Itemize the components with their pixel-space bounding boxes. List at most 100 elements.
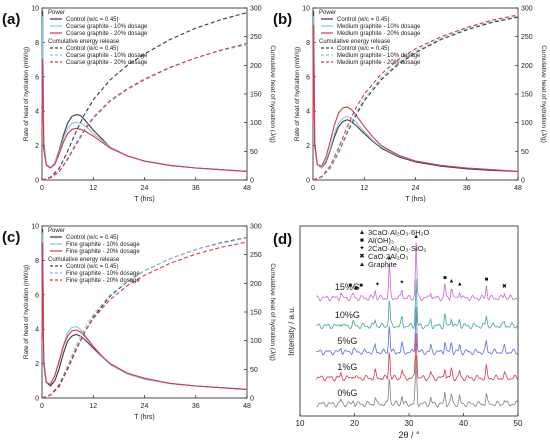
- y2-axis-label: Cumulative heat of hydration (J/g): [269, 45, 276, 143]
- legend-marker: ✦: [359, 244, 365, 252]
- x-tick-label: 0: [40, 403, 44, 410]
- x-tick-label: 24: [141, 185, 149, 192]
- y2-axis-label: Cumulative heat of hydration (J/g): [269, 263, 276, 361]
- y-tick-label: 2: [35, 361, 39, 368]
- y-tick-label: 4: [35, 109, 39, 116]
- y2-axis-label: Cumulative heat of hydration (J/g): [540, 45, 547, 143]
- trace-label: 10%G: [335, 310, 360, 320]
- legend-title: Cumulative energy release: [48, 257, 120, 263]
- x-tick-label: 12: [89, 185, 97, 192]
- trace-label: 15%G: [335, 282, 360, 292]
- x-tick-label: 40: [459, 419, 468, 428]
- y-tick-label: 8: [306, 40, 310, 47]
- legend-entry: Control (w/c = 0.45): [66, 46, 119, 52]
- x-tick-label: 24: [141, 403, 149, 410]
- legend-marker: ✖: [359, 253, 365, 260]
- series-line: [41, 236, 248, 399]
- legend-entry: Coarse graphite - 20% dosage: [66, 31, 148, 37]
- y-tick-label: 4: [35, 327, 39, 334]
- peak-marker: ■: [485, 277, 489, 283]
- xrd-trace: [316, 355, 518, 408]
- y2-tick-label: 0: [250, 178, 254, 185]
- series-line: [312, 24, 519, 172]
- xrd-trace: [316, 279, 518, 330]
- legend-entry: Fine graphite - 20% dosage: [66, 278, 140, 284]
- series-line: [41, 237, 248, 399]
- y-tick-label: 8: [35, 40, 39, 47]
- y2-tick-label: 50: [250, 149, 258, 156]
- legend-entry: Graphite: [368, 260, 397, 269]
- y2-tick-label: 200: [250, 63, 262, 70]
- y2-tick-label: 50: [521, 149, 529, 156]
- x-tick-label: 0: [311, 185, 315, 192]
- legend-title: Cumulative energy release: [48, 39, 120, 45]
- y2-tick-label: 100: [521, 120, 533, 127]
- xrd-trace: [316, 333, 518, 382]
- y-tick-label: 6: [35, 74, 39, 81]
- peak-marker: ▲: [386, 255, 392, 261]
- series-line: [41, 42, 248, 181]
- y2-tick-label: 300: [250, 224, 262, 231]
- peak-marker: ✦: [375, 281, 380, 288]
- y-tick-label: 0: [35, 178, 39, 185]
- panel-label: (d): [273, 231, 292, 248]
- legend-entry: Fine graphite - 10% dosage: [66, 242, 140, 248]
- legend-entry: Control (w/c = 0.45): [66, 264, 119, 270]
- x-tick-label: 20: [350, 419, 359, 428]
- y-axis-label: Rate of heat of hydration (mW/g): [23, 265, 30, 359]
- x-tick-label: 30: [405, 419, 414, 428]
- legend-entry: Al(OH)₃: [368, 236, 394, 245]
- peak-marker: ■: [354, 286, 358, 292]
- x-tick-label: 36: [463, 185, 471, 192]
- x-tick-label: 48: [514, 185, 522, 192]
- legend-marker: ▲: [359, 229, 365, 236]
- legend-entry: Medium graphite - 20% dosage: [337, 60, 421, 66]
- y-tick-label: 0: [35, 396, 39, 403]
- series-line: [41, 242, 248, 390]
- x-tick-label: 48: [243, 185, 251, 192]
- trace-label: 1%G: [337, 362, 357, 372]
- legend-entry: Fine graphite - 10% dosage: [66, 271, 140, 277]
- y-tick-label: 6: [306, 74, 310, 81]
- series-line: [312, 14, 519, 181]
- panel-label: (a): [2, 11, 20, 28]
- x-axis-label: T (hrs): [405, 196, 425, 203]
- legend-marker: ▲: [359, 261, 365, 268]
- legend-entry: Control (w/c = 0.45): [66, 17, 119, 23]
- y-axis-label: Rate of heat of hydration (mW/g): [23, 47, 30, 141]
- peak-marker: ■: [348, 283, 352, 289]
- y2-tick-label: 150: [250, 310, 262, 317]
- series-line: [312, 16, 519, 181]
- x-tick-label: 10: [296, 419, 305, 428]
- y2-tick-label: 150: [521, 92, 533, 99]
- legend-title: Power: [48, 228, 65, 234]
- y2-tick-label: 50: [250, 367, 258, 374]
- panel-label: (c): [2, 229, 20, 246]
- y-tick-label: 2: [35, 143, 39, 150]
- series-line: [312, 15, 519, 181]
- y2-tick-label: 100: [250, 338, 262, 345]
- y-tick-label: 2: [306, 143, 310, 150]
- x-tick-label: 0: [40, 185, 44, 192]
- legend-entry: Medium graphite - 10% dosage: [337, 24, 421, 30]
- trace-label: 5%G: [337, 336, 357, 346]
- y2-tick-label: 0: [250, 396, 254, 403]
- series-line: [41, 241, 248, 399]
- series-line: [41, 59, 248, 172]
- y2-tick-label: 250: [250, 34, 262, 41]
- x-tick-label: 50: [514, 419, 523, 428]
- series-line: [41, 12, 248, 181]
- legend-entry: CaO·2Al₂O₃: [368, 252, 409, 261]
- x-tick-label: 12: [360, 185, 368, 192]
- legend-entry: Medium graphite - 10% dosage: [337, 53, 421, 59]
- legend-entry: Medium graphite - 20% dosage: [337, 31, 421, 37]
- peak-marker: ✖: [502, 283, 507, 290]
- y2-tick-label: 150: [250, 92, 262, 99]
- legend-entry: Control (w/c = 0.45): [66, 235, 119, 241]
- legend-title: Power: [319, 10, 336, 16]
- y-tick-label: 4: [306, 109, 310, 116]
- y-tick-label: 10: [31, 6, 39, 13]
